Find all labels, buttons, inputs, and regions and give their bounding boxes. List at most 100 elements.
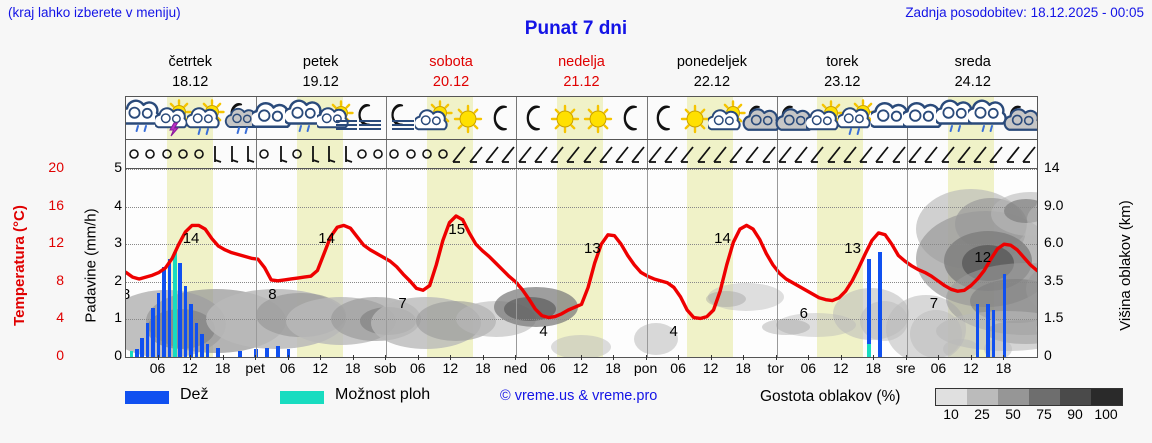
axis-tick-label: 5: [114, 159, 122, 175]
day-name: nedelja: [558, 54, 605, 70]
wind-barb: [934, 140, 962, 168]
time-axis-tick: [580, 355, 582, 360]
precip-bar-rain: [167, 259, 172, 357]
page-title: Punat 7 dni: [524, 18, 628, 39]
precip-bar-rain: [178, 263, 183, 357]
time-axis-tick: [547, 355, 549, 360]
time-axis-label: 18: [865, 360, 882, 376]
temperature-value-label: 4: [539, 323, 548, 341]
day-date: 22.12: [693, 74, 731, 90]
daylight-band: [947, 140, 994, 168]
wind-barb: [852, 140, 880, 168]
sun-icon: [675, 99, 715, 139]
axis-tick-label: 4: [114, 196, 122, 213]
precip-axis-ticks: 5 4 3 2 1 0: [104, 159, 122, 363]
wind-barb: [592, 140, 620, 168]
wind-barb: [283, 140, 311, 168]
temperature-value-label: 13: [584, 239, 601, 257]
axis-tick-label: 12: [48, 234, 64, 251]
cloud-density-ramp-step: [1060, 389, 1091, 405]
time-axis-label: 12: [832, 360, 849, 376]
axis-tick-label: 16: [48, 196, 64, 213]
day-separator: [906, 140, 908, 168]
gridline-horizontal: [126, 244, 1037, 246]
wind-barb: [267, 140, 295, 168]
precip-bar-rain: [205, 343, 210, 357]
copyright-link[interactable]: © vreme.us & vreme.pro: [500, 388, 658, 404]
time-axis-tick: [938, 355, 940, 360]
time-axis-label: 06: [930, 360, 947, 376]
weather-icon-strip: [125, 96, 1038, 140]
temperature-value-label: 8: [126, 286, 130, 303]
wind-barb: [624, 140, 652, 168]
axis-tick-label: 8: [56, 271, 64, 288]
rain-legend-swatch: [125, 391, 169, 404]
day-separator: [516, 97, 518, 139]
day-date: 19.12: [302, 74, 339, 90]
precip-bar-rain: [135, 349, 139, 357]
time-axis-tick: [450, 355, 452, 360]
time-axis-label: 12: [702, 360, 719, 376]
time-axis-tick: [515, 355, 517, 360]
time-axis-label: pet: [245, 360, 265, 376]
precip-bar-rain: [991, 310, 996, 357]
wind-barb: [755, 140, 783, 168]
time-axis-tick: [190, 355, 192, 360]
temperature-value-label: 15: [448, 221, 466, 238]
wind-barb: [690, 140, 718, 168]
precip-bar-rain: [140, 338, 145, 357]
wind-barb: [462, 140, 490, 168]
sun-cloud-icon: [705, 99, 748, 139]
day-separator: [386, 140, 388, 168]
temperature-curve: [126, 214, 1037, 321]
axis-tick-label: 0: [56, 347, 64, 363]
time-axis-tick: [482, 355, 484, 360]
sun-cloud-icon: [803, 99, 846, 139]
cloud-density-ramp-ticks: 10 25 50 75 90 100: [930, 406, 1140, 424]
wind-barb: [364, 140, 392, 168]
time-axis-tick: [255, 355, 257, 360]
wind-barb: [511, 140, 539, 168]
last-update-timestamp: Zadnja posodobitev: 18.12.2025 - 00:05: [905, 5, 1144, 20]
temperature-axis-title-text: Temperatura (°C): [10, 204, 28, 326]
time-axis-label: 12: [312, 360, 328, 376]
temperature-value-label: 6: [799, 304, 808, 322]
wind-barb: [494, 140, 522, 168]
precip-bar-rain: [216, 347, 220, 357]
cloud-axis-ticks: 14 9.0 6.0 3.5 1.5 0: [1044, 159, 1090, 363]
cloud-density-ramp-step: [967, 389, 998, 405]
wind-barb: [445, 140, 473, 168]
sun-cloud-thunder-icon: [152, 99, 195, 139]
moon-fog-icon: [383, 99, 423, 139]
time-axis-tick: [613, 355, 615, 360]
precip-bar-rain: [254, 349, 258, 357]
day-header-2: sobota 20.12: [386, 52, 516, 94]
showers-legend-label: Možnost ploh: [335, 386, 431, 403]
day-name: torek: [826, 54, 859, 70]
axis-tick-label: 0: [114, 347, 122, 363]
axis-tick-label: 9.0: [1044, 196, 1064, 213]
cloudy-icon: [867, 99, 911, 139]
time-axis-label: 06: [540, 360, 556, 376]
moon-icon: [513, 99, 553, 139]
cloud-density-tick-label: 100: [1094, 406, 1118, 422]
cloud-axis-title: Višina oblakov (km): [1112, 170, 1138, 360]
wind-barb: [657, 140, 685, 168]
cloud-density-color-ramp: [935, 388, 1123, 406]
time-axis-tick: [970, 355, 972, 360]
wind-barb: [315, 140, 343, 168]
time-axis-tick: [1003, 355, 1005, 360]
cloud-density-ramp-step: [998, 389, 1029, 405]
temperature-value-label: 4: [669, 323, 678, 341]
moon-cloud-icon: [1001, 99, 1037, 139]
precip-bar-rain: [238, 351, 242, 357]
precip-bar-showers: [129, 351, 134, 357]
wind-barb: [126, 140, 148, 168]
precip-bar-rain: [194, 323, 199, 357]
precip-bar-rain: [877, 251, 882, 357]
day-name: četrtek: [168, 54, 212, 70]
axis-tick-label: 3.5: [1044, 271, 1064, 288]
menu-note: (kraj lahko izberete v meniju): [8, 5, 181, 20]
time-axis-label: ned: [503, 360, 528, 376]
moon-icon: [610, 99, 650, 139]
